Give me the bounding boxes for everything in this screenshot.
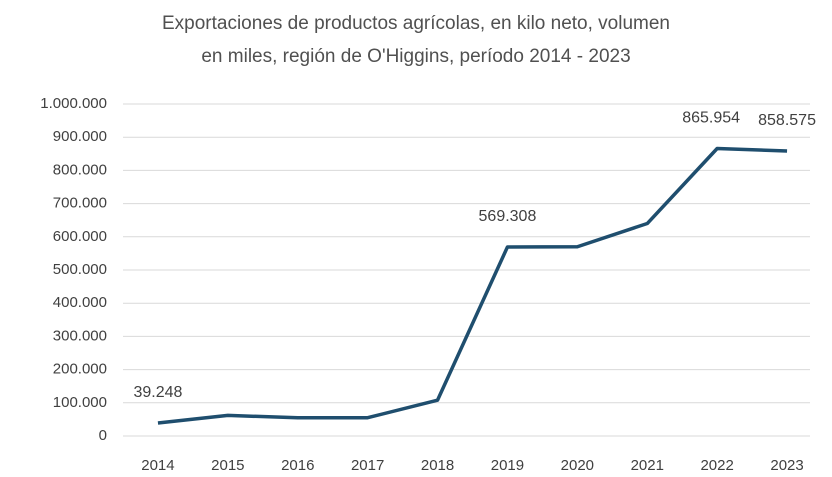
y-tick-label: 500.000: [53, 261, 107, 278]
y-tick-label: 100.000: [53, 394, 107, 411]
y-tick-label: 1.000.000: [40, 95, 107, 112]
y-tick-label: 0: [99, 427, 107, 444]
x-tick-label: 2014: [141, 457, 174, 474]
y-tick-label: 700.000: [53, 195, 107, 212]
data-label: 569.308: [479, 208, 537, 225]
x-tick-label: 2023: [770, 457, 803, 474]
y-tick-label: 200.000: [53, 361, 107, 378]
y-tick-label: 400.000: [53, 294, 107, 311]
x-tick-label: 2020: [561, 457, 594, 474]
x-tick-label: 2019: [491, 457, 524, 474]
x-tick-label: 2018: [421, 457, 454, 474]
data-label: 39.248: [133, 384, 182, 401]
y-tick-label: 900.000: [53, 128, 107, 145]
data-label: 865.954: [682, 110, 740, 127]
x-tick-label: 2021: [631, 457, 664, 474]
x-tick-label: 2017: [351, 457, 384, 474]
x-tick-label: 2022: [700, 457, 733, 474]
y-tick-label: 300.000: [53, 327, 107, 344]
y-tick-label: 600.000: [53, 228, 107, 245]
line: [157, 146, 788, 425]
x-tick-label: 2015: [211, 457, 244, 474]
x-tick-label: 2016: [281, 457, 314, 474]
data-label: 858.575: [758, 112, 816, 129]
chart-title: Exportaciones de productos agrícolas, en…: [162, 13, 670, 34]
chart-title: en miles, región de O'Higgins, período 2…: [201, 46, 630, 67]
y-tick-label: 800.000: [53, 161, 107, 178]
